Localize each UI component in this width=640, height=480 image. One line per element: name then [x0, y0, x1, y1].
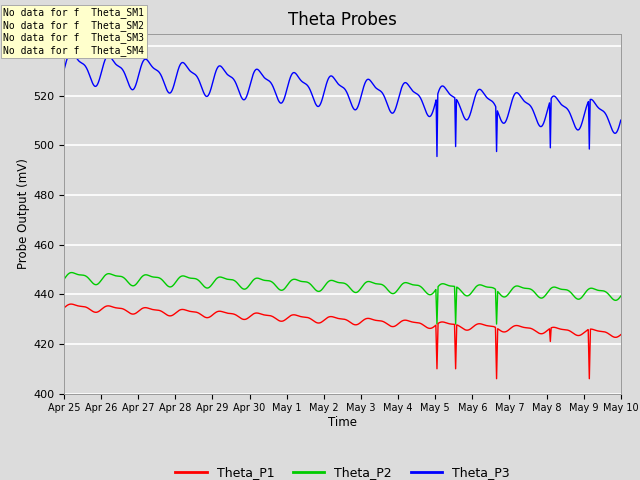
- Theta_P3: [60, 67, 68, 73]
- Theta_P3: [433, 154, 441, 159]
- Theta_P1: [89, 309, 97, 314]
- Theta_P1: [602, 329, 609, 335]
- Theta_P3: [617, 117, 625, 123]
- Legend: Theta_P1, Theta_P2, Theta_P3: Theta_P1, Theta_P2, Theta_P3: [170, 461, 515, 480]
- Line: Theta_P2: Theta_P2: [64, 273, 621, 324]
- Theta_P2: [316, 288, 324, 294]
- Theta_P1: [331, 315, 339, 321]
- Theta_P2: [601, 288, 609, 294]
- Theta_P1: [316, 320, 324, 325]
- Theta_P3: [601, 110, 609, 116]
- Theta_P2: [602, 288, 609, 294]
- Theta_P1: [493, 376, 500, 382]
- X-axis label: Time: Time: [328, 416, 357, 429]
- Theta_P1: [60, 305, 68, 311]
- Theta_P2: [60, 276, 68, 282]
- Y-axis label: Probe Output (mV): Probe Output (mV): [17, 158, 30, 269]
- Theta_P1: [67, 301, 75, 307]
- Theta_P3: [67, 49, 75, 55]
- Theta_P2: [89, 280, 97, 286]
- Theta_P1: [617, 332, 625, 337]
- Line: Theta_P1: Theta_P1: [64, 304, 621, 379]
- Theta_P3: [89, 81, 97, 86]
- Theta_P1: [499, 329, 507, 335]
- Theta_P2: [331, 278, 339, 284]
- Theta_P2: [617, 293, 625, 299]
- Text: No data for f  Theta_SM1
No data for f  Theta_SM2
No data for f  Theta_SM3
No da: No data for f Theta_SM1 No data for f Th…: [3, 7, 144, 56]
- Theta_P3: [499, 120, 507, 126]
- Theta_P2: [499, 294, 507, 300]
- Title: Theta Probes: Theta Probes: [288, 11, 397, 29]
- Theta_P3: [602, 110, 609, 116]
- Theta_P3: [316, 102, 324, 108]
- Theta_P2: [68, 270, 76, 276]
- Theta_P2: [433, 321, 441, 327]
- Theta_P3: [331, 77, 339, 83]
- Theta_P1: [601, 329, 609, 335]
- Line: Theta_P3: Theta_P3: [64, 52, 621, 156]
